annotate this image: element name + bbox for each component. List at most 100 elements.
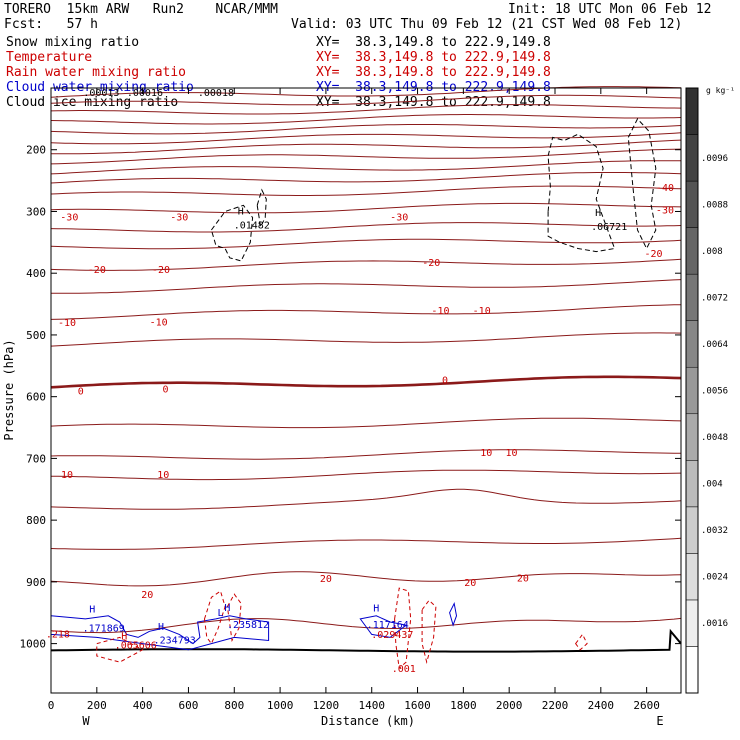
y-tick-label: 600 [26,391,46,404]
cloud-water-label: L [218,608,224,619]
field-xy-snow: XY= 38.3,149.8 to 222.9,149.8 [316,35,551,50]
cloud-water-label: H [89,605,95,616]
isotherm-label: -30 [170,212,188,223]
cloud-water-label: H [224,603,230,614]
cloud-water-label: H [158,622,164,633]
cloud-water-label: .235812 [227,620,269,631]
isotherm-label: 10 [480,448,492,459]
x-end-label-east: E [656,714,663,728]
colorbar-segment [685,460,699,508]
colorbar-segment [685,273,699,321]
isotherm-line [50,238,682,250]
colorbar-segment [685,413,699,461]
y-tick-label: 200 [26,144,46,157]
x-tick-label: 1800 [450,699,477,712]
rain-label: H [121,631,127,642]
colorbar-segment [685,646,699,694]
y-tick-label: 500 [26,329,46,342]
rain-contour [226,593,242,643]
isotherm-line [50,571,682,587]
x-tick-label: 400 [133,699,153,712]
field-name-cloud-ice: Cloud ice mixing ratio [6,95,179,110]
isotherm-label: 20 [320,574,332,585]
colorbar-tick-label: .0072 [701,293,728,303]
colorbar-segment [685,180,699,228]
snow-contour [627,118,657,250]
isotherm-line [50,258,682,271]
cloud-water-label: H [373,604,379,615]
colorbar-tick-label: .0096 [701,154,728,164]
rain-contour [96,636,144,663]
isotherm-label: -20 [152,265,170,276]
isotherm-line [50,375,682,389]
cloud-ice-label: .00016 [127,88,163,99]
isotherm-label: 0 [78,387,84,398]
isotherm-label: 10 [505,448,517,459]
field-name-rain: Rain water mixing ratio [6,65,187,80]
x-tick-label: 1000 [267,699,294,712]
y-tick-label: 700 [26,452,46,465]
terrain-line [50,628,682,653]
x-end-label-west: W [82,714,90,728]
snow-contour [210,204,254,262]
colorbar-segment [685,227,699,275]
isotherm-line [50,617,682,634]
isotherm-line [50,124,682,135]
colorbar-segment [685,87,699,135]
isotherm-line [50,449,681,460]
colorbar-tick-label: .0048 [701,433,728,443]
field-name-snow: Snow mixing ratio [6,35,140,50]
isotherm-label: 10 [61,470,73,481]
isotherm-line [50,104,682,115]
isotherm-label: -20 [88,265,106,276]
rain-label: .029437 [371,630,413,641]
cloud-ice-label: .00013 [83,88,119,99]
y-tick-label: 400 [26,267,46,280]
x-tick-label: 2400 [588,699,615,712]
isotherm-label: -20 [422,258,440,269]
plot-frame [50,87,682,694]
isotherm-line [51,139,682,155]
colorbar-unit: g kg⁻¹ [706,86,735,95]
isotherm-label: 20 [141,590,153,601]
colorbar-tick-label: .0088 [701,200,728,210]
colorbar-segment [685,134,699,182]
x-tick-label: 2000 [496,699,523,712]
isotherm-line [50,488,682,510]
cloud-water-label: .234793 [154,636,196,647]
isotherm-label: 10 [157,470,169,481]
isotherm-line [50,537,682,550]
snow-max-value: .01482 [234,221,270,232]
colorbar-tick-label: .0024 [701,573,728,583]
cloud-water-label: .117164 [367,620,409,631]
isotherm-line [50,222,682,233]
rain-label: .065606 [115,641,157,652]
isotherm-line [50,172,682,184]
colorbar-frame [685,87,699,694]
snow-max-value: .06721 [591,222,627,233]
forecast-hour: Fcst: 57 h [4,17,98,32]
isotherm-label: -10 [150,317,168,328]
cloud-water-contour [359,615,408,638]
field-xy-temperature: XY= 38.3,149.8 to 222.9,149.8 [316,50,551,65]
y-tick-label: 1000 [20,638,47,651]
x-tick-label: 1600 [404,699,431,712]
rain-label: .218 [46,629,70,640]
colorbar-tick-label: .004 [701,480,723,490]
cloud-water-contour [50,615,270,651]
isotherm-label: -10 [473,306,491,317]
colorbar-segment [685,553,699,601]
colorbar-tick-label: .0064 [701,340,728,350]
x-tick-label: 800 [224,699,244,712]
colorbar-segment [685,320,699,368]
isotherm-label: -20 [644,249,662,260]
isotherm-label: -10 [58,318,76,329]
isotherm-label: -30 [60,212,78,223]
y-axis-label: Pressure (hPa) [2,339,16,440]
x-tick-label: 0 [48,699,55,712]
snow-contour [256,188,267,229]
isotherm-line [50,114,682,125]
colorbar-tick-label: .0016 [701,619,728,629]
rain-contour [203,590,226,645]
